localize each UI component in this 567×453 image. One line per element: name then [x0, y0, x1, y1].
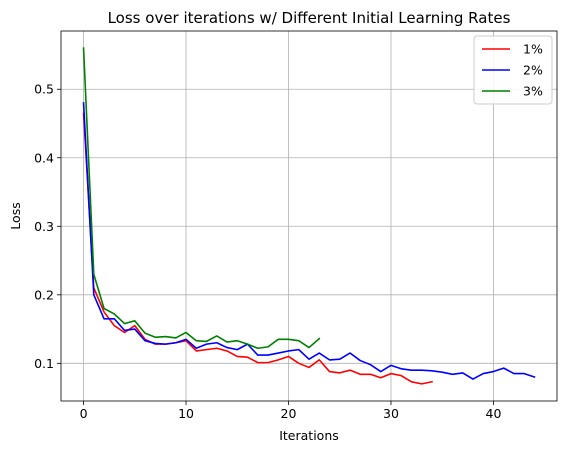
legend-label: 2%: [523, 63, 543, 78]
y-tick-label: 0.5: [34, 82, 54, 97]
x-tick-label: 10: [178, 406, 194, 421]
y-tick-label: 0.3: [34, 219, 54, 234]
y-tick-label: 0.1: [34, 356, 54, 371]
x-tick-label: 40: [486, 406, 502, 421]
x-tick-label: 30: [383, 406, 399, 421]
y-tick-label: 0.4: [34, 150, 54, 165]
y-tick-label: 0.2: [34, 287, 54, 302]
x-tick-label: 0: [80, 406, 88, 421]
legend: 1% 2% 3%: [474, 36, 552, 104]
y-axis-label: Loss: [8, 202, 23, 229]
legend-label: 3%: [523, 84, 543, 99]
x-tick-label: 20: [281, 406, 297, 421]
x-axis-label: Iterations: [279, 428, 339, 443]
legend-label: 1%: [523, 42, 543, 57]
chart-title: Loss over iterations w/ Different Initia…: [108, 9, 511, 27]
